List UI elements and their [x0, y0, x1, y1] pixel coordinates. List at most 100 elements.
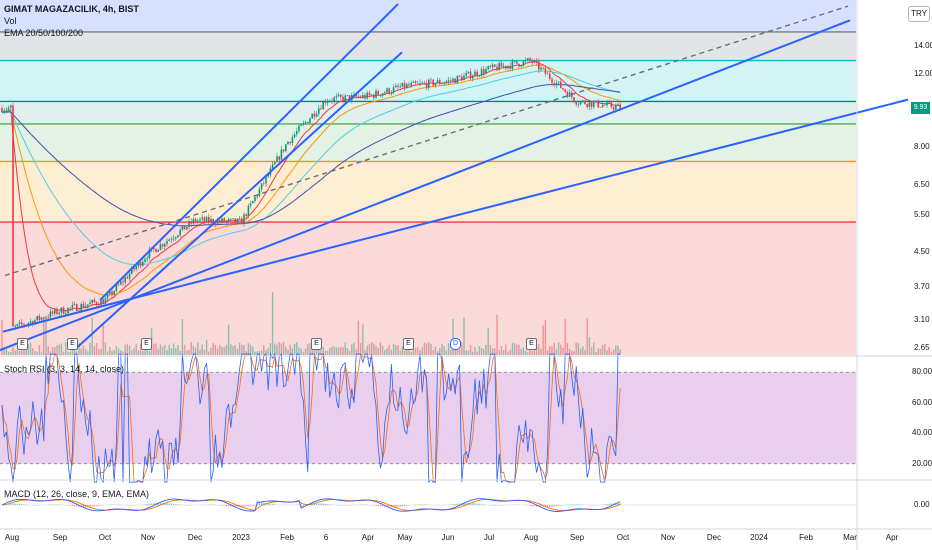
volume-bar [214, 344, 217, 355]
dividend-marker[interactable]: D [450, 338, 461, 350]
candle-body [260, 183, 263, 190]
candle-body [280, 149, 283, 160]
volume-bar [414, 348, 417, 355]
candle-body [529, 58, 531, 61]
volume-bar [243, 344, 245, 355]
candle-body [324, 101, 327, 104]
candle-body [542, 67, 544, 69]
candle-body [513, 61, 516, 62]
volume-bar [491, 348, 494, 355]
candle-body [214, 223, 217, 225]
candle-body [98, 304, 100, 306]
volume-bar [518, 344, 520, 355]
candle-body [480, 69, 483, 76]
candle-body [593, 102, 595, 107]
volume-bar [104, 342, 107, 355]
volume-bar [511, 342, 514, 355]
candle-body [192, 219, 195, 224]
volume-bar [131, 350, 133, 355]
earnings-marker[interactable]: E [141, 338, 152, 350]
volume-bar [410, 351, 412, 355]
volume-bar [379, 342, 382, 355]
volume-bar [452, 318, 454, 355]
volume-bar [254, 351, 256, 355]
candle-body [51, 311, 54, 314]
stoch-legend[interactable]: Stoch RSI (3, 3, 14, 14, close) [4, 364, 125, 374]
time-tick-label: May [397, 533, 413, 542]
volume-bar [425, 343, 428, 355]
macd-histogram-bar [476, 503, 478, 505]
candle-body [549, 73, 551, 79]
macd-histogram-bar [478, 503, 480, 505]
candle-body [307, 121, 309, 123]
macd-histogram-bar [69, 505, 71, 506]
volume-bar [507, 351, 509, 355]
earnings-marker[interactable]: E [403, 338, 414, 350]
macd-histogram-bar [148, 503, 150, 505]
candle-body [502, 65, 505, 67]
volume-bar [236, 348, 239, 355]
macd-histogram-bar [234, 505, 236, 508]
candle-body [397, 85, 399, 88]
trendline-dashed [4, 5, 849, 277]
macd-histogram-bar [399, 505, 401, 507]
candle-body [34, 320, 36, 325]
price-tick-label: 8.00 [914, 142, 930, 152]
earnings-marker[interactable]: E [17, 338, 28, 350]
stoch-tick-label: 60.00 [912, 397, 932, 407]
candle-body [238, 218, 241, 220]
macd-histogram-bar [382, 505, 384, 507]
time-tick-label: Oct [98, 533, 112, 542]
macd-legend[interactable]: MACD (12, 26, close, 9, EMA, EMA) [4, 489, 150, 499]
volume-bar [144, 347, 146, 355]
volume-bar [445, 350, 448, 355]
macd-histogram-bar [397, 505, 399, 507]
volume-legend[interactable]: Vol [4, 16, 17, 26]
candle-body [392, 87, 395, 93]
volume-bar [403, 350, 406, 355]
macd-histogram-bar [406, 505, 408, 506]
volume-bar [194, 347, 197, 355]
ema-legend[interactable]: EMA 20/50/100/200 [4, 28, 84, 38]
candle-body [133, 267, 135, 270]
macd-histogram-bar [236, 505, 238, 508]
earnings-marker[interactable]: E [311, 338, 322, 350]
volume-bar [212, 342, 214, 355]
candle-body [597, 100, 599, 108]
earnings-marker[interactable]: E [67, 338, 78, 350]
candle-body [128, 273, 131, 279]
volume-bar [300, 348, 302, 355]
macd-histogram-bar [560, 505, 562, 506]
macd-histogram-bar [320, 503, 322, 505]
macd-histogram-bar [395, 505, 397, 508]
volume-bar [73, 347, 76, 355]
volume-bar [249, 344, 252, 355]
macd-histogram-bar [498, 505, 500, 506]
volume-bar [478, 346, 481, 355]
volume-bar [373, 343, 375, 355]
volume-bar [181, 318, 184, 355]
volume-bar [56, 345, 58, 355]
candle-body [190, 221, 192, 224]
volume-bar [588, 336, 591, 355]
symbol-title[interactable]: GIMAT MAGAZACILIK, 4h, BIST [4, 4, 139, 14]
volume-bar [599, 348, 602, 355]
macd-histogram-bar [100, 505, 102, 506]
candle-body [608, 102, 610, 103]
volume-bar [82, 345, 85, 355]
volume-bar [155, 343, 157, 355]
volume-bar [344, 342, 346, 355]
candle-body [135, 266, 137, 270]
macd-histogram-bar [78, 505, 80, 507]
candle-body [408, 84, 410, 86]
candle-body [216, 220, 219, 225]
volume-bar [439, 348, 441, 355]
volume-bar [483, 348, 485, 355]
volume-bar [441, 344, 443, 355]
macd-histogram-bar [91, 505, 93, 507]
earnings-marker[interactable]: E [526, 338, 537, 350]
stoch-rsi-pane [0, 352, 856, 484]
macd-histogram-bar [617, 502, 619, 505]
currency-button[interactable]: TRY [908, 6, 930, 22]
